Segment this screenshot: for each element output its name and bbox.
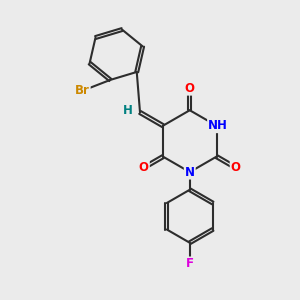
- Text: O: O: [139, 161, 149, 174]
- Text: N: N: [185, 166, 195, 178]
- Text: F: F: [186, 257, 194, 271]
- Text: O: O: [185, 82, 195, 95]
- Text: Br: Br: [75, 84, 90, 97]
- Text: NH: NH: [208, 119, 228, 132]
- Text: O: O: [231, 161, 241, 174]
- Text: H: H: [123, 103, 133, 117]
